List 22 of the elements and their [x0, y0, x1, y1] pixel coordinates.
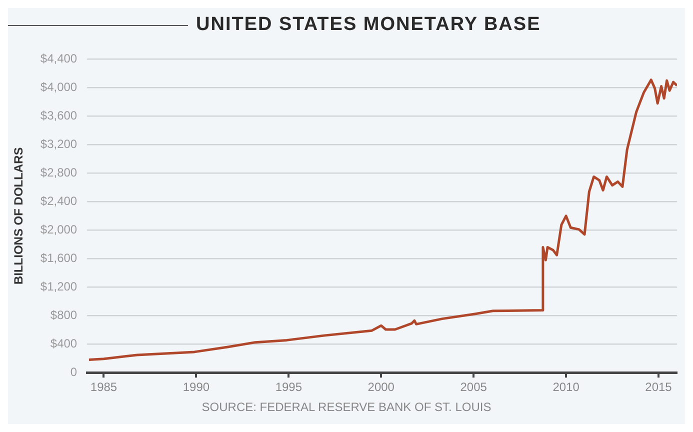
x-tick-label: 2010	[552, 380, 580, 394]
x-tick-label: 2005	[460, 380, 488, 394]
y-tick-label: $2,400	[40, 194, 78, 208]
y-tick-label: $1,600	[40, 250, 78, 265]
y-tick-label: $1,200	[40, 279, 78, 294]
x-tick-label: 2015	[645, 380, 672, 394]
x-tick-label: 2000	[368, 380, 395, 394]
y-tick-label: $3,200	[40, 136, 78, 151]
x-tick-label: 1995	[275, 380, 302, 394]
y-tick-label: $800	[50, 308, 78, 322]
y-tick-label: $400	[50, 336, 78, 350]
y-axis-title: BILLIONS OF DOLLARS	[12, 147, 26, 285]
chart-title: UNITED STATES MONETARY BASE	[196, 14, 541, 36]
y-tick-label: $4,000	[40, 80, 78, 94]
y-tick-label: $3,600	[40, 108, 78, 122]
x-tick-label: 1985	[90, 380, 118, 394]
x-tick-label: 1990	[182, 380, 210, 394]
source-note: SOURCE: FEDERAL RESERVE BANK OF ST. LOUIS	[200, 400, 492, 414]
y-tick-label: $4,400	[40, 52, 78, 66]
y-tick-label: 0	[70, 364, 78, 379]
y-tick-label: $2,800	[40, 165, 78, 180]
y-tick-label: $2,000	[40, 222, 78, 236]
